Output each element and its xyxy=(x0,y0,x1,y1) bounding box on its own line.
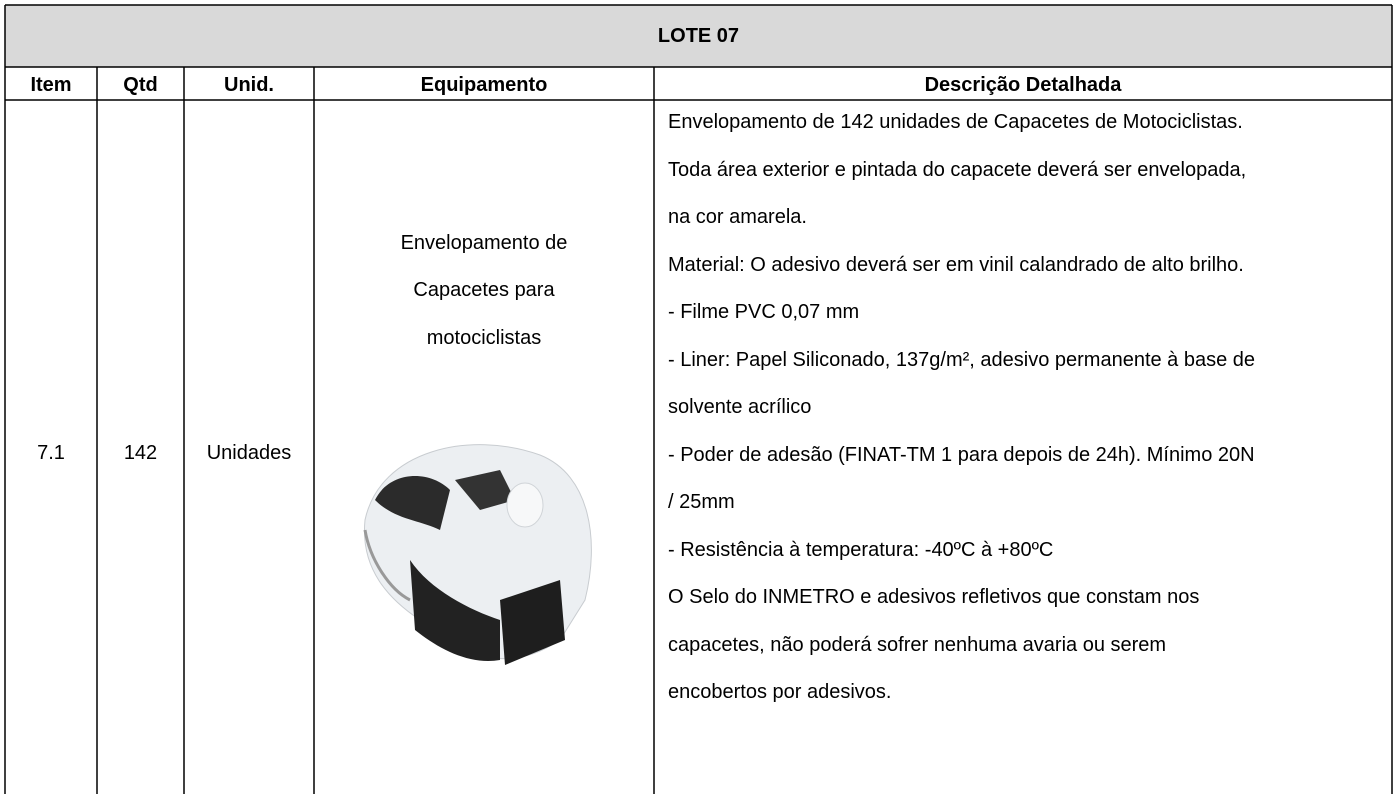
equipment-line: Capacetes para xyxy=(413,279,555,302)
description-line: O Selo do INMETRO e adesivos refletivos … xyxy=(668,586,1200,608)
column-header: Equipamento xyxy=(420,74,548,96)
table-title: LOTE 07 xyxy=(657,25,740,47)
description-line: solvente acrílico xyxy=(668,396,812,418)
description-line: capacetes, não poderá sofrer nenhuma ava… xyxy=(668,633,1167,656)
equipment-line: Envelopamento de xyxy=(400,232,568,254)
cell-qtd: 142 xyxy=(123,442,158,464)
description-line: encobertos por adesivos. xyxy=(668,681,892,703)
equipment-line: motociclistas xyxy=(426,326,542,349)
description-line: - Filme PVC 0,07 mm xyxy=(668,301,860,323)
cell-unid: Unidades xyxy=(206,442,292,464)
description-line: na cor amarela. xyxy=(668,206,807,228)
cell-item: 7.1 xyxy=(37,442,65,464)
column-header: Item xyxy=(30,74,72,96)
description-line: Envelopamento de 142 unidades de Capacet… xyxy=(668,111,1243,133)
description-line: - Resistência à temperatura: -40ºC à +80… xyxy=(668,538,1054,561)
helmet-image xyxy=(363,444,592,665)
description-line: / 25mm xyxy=(668,491,735,513)
column-header: Descrição Detalhada xyxy=(924,74,1122,96)
description-line: - Liner: Papel Siliconado, 137g/m², ades… xyxy=(668,348,1256,371)
column-header: Unid. xyxy=(224,74,274,96)
description-line: Toda área exterior e pintada do capacete… xyxy=(668,158,1247,181)
grid-lines xyxy=(4,4,1393,794)
description-line: - Poder de adesão (FINAT-TM 1 para depoi… xyxy=(668,443,1255,466)
title-row-bg xyxy=(5,5,1392,67)
description-line: Material: O adesivo deverá ser em vinil … xyxy=(668,253,1244,276)
column-header: Qtd xyxy=(123,74,158,96)
